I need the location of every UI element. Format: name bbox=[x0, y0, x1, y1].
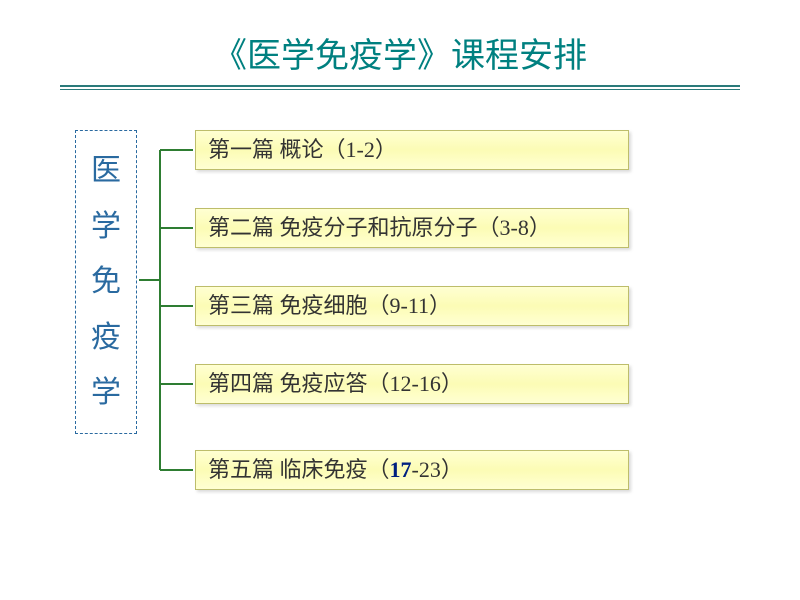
left-vertical-label: 医学免疫学 bbox=[75, 130, 137, 434]
item-text: 第五篇 临床免疫（ bbox=[208, 457, 390, 482]
left-label-char: 学 bbox=[80, 199, 132, 255]
chapter-item-5: 第五篇 临床免疫（17-23） bbox=[195, 450, 629, 490]
chapter-item-1: 第一篇 概论（1-2） bbox=[195, 130, 629, 170]
diagram-content: 医学免疫学 第一篇 概论（1-2）第二篇 免疫分子和抗原分子（3-8）第三篇 免… bbox=[0, 120, 800, 540]
title-underline bbox=[60, 85, 740, 87]
chapter-item-3: 第三篇 免疫细胞（9-11） bbox=[195, 286, 629, 326]
left-label-char: 免 bbox=[80, 254, 132, 310]
item-text-after: -23） bbox=[412, 457, 463, 482]
chapter-item-4: 第四篇 免疫应答（12-16） bbox=[195, 364, 629, 404]
left-label-char: 疫 bbox=[80, 310, 132, 366]
item-text: 第四篇 免疫应答（12-16） bbox=[208, 371, 463, 396]
chapter-item-2: 第二篇 免疫分子和抗原分子（3-8） bbox=[195, 208, 629, 248]
item-text: 第一篇 概论（1-2） bbox=[208, 137, 397, 162]
left-label-char: 学 bbox=[80, 365, 132, 421]
title-underline-thin bbox=[60, 89, 740, 90]
left-label-char: 医 bbox=[80, 143, 132, 199]
item-text: 第三篇 免疫细胞（9-11） bbox=[208, 293, 451, 318]
item-bold-number: 17 bbox=[390, 457, 412, 482]
item-text: 第二篇 免疫分子和抗原分子（3-8） bbox=[208, 215, 551, 240]
page-title: 《医学免疫学》课程安排 bbox=[0, 0, 800, 77]
